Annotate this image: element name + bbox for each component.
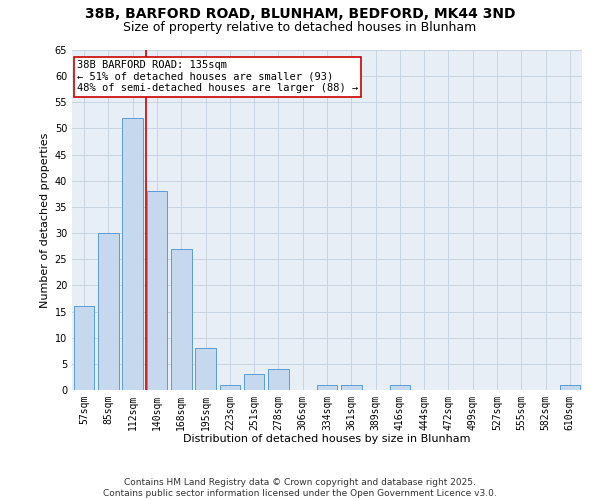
Bar [560, 385, 580, 390]
Text: Size of property relative to detached houses in Blunham: Size of property relative to detached ho… [124, 21, 476, 34]
Bar [317, 385, 337, 390]
Bar [74, 306, 94, 390]
Bar [195, 348, 216, 390]
Text: Contains HM Land Registry data © Crown copyright and database right 2025.
Contai: Contains HM Land Registry data © Crown c… [103, 478, 497, 498]
Bar [389, 385, 410, 390]
Bar [122, 118, 143, 390]
Bar [341, 385, 362, 390]
X-axis label: Distribution of detached houses by size in Blunham: Distribution of detached houses by size … [183, 434, 471, 444]
Text: 38B BARFORD ROAD: 135sqm
← 51% of detached houses are smaller (93)
48% of semi-d: 38B BARFORD ROAD: 135sqm ← 51% of detach… [77, 60, 358, 94]
Bar [244, 374, 265, 390]
Y-axis label: Number of detached properties: Number of detached properties [40, 132, 50, 308]
Bar [268, 369, 289, 390]
Bar [146, 191, 167, 390]
Bar [171, 249, 191, 390]
Text: 38B, BARFORD ROAD, BLUNHAM, BEDFORD, MK44 3ND: 38B, BARFORD ROAD, BLUNHAM, BEDFORD, MK4… [85, 8, 515, 22]
Bar [98, 233, 119, 390]
Bar [220, 385, 240, 390]
